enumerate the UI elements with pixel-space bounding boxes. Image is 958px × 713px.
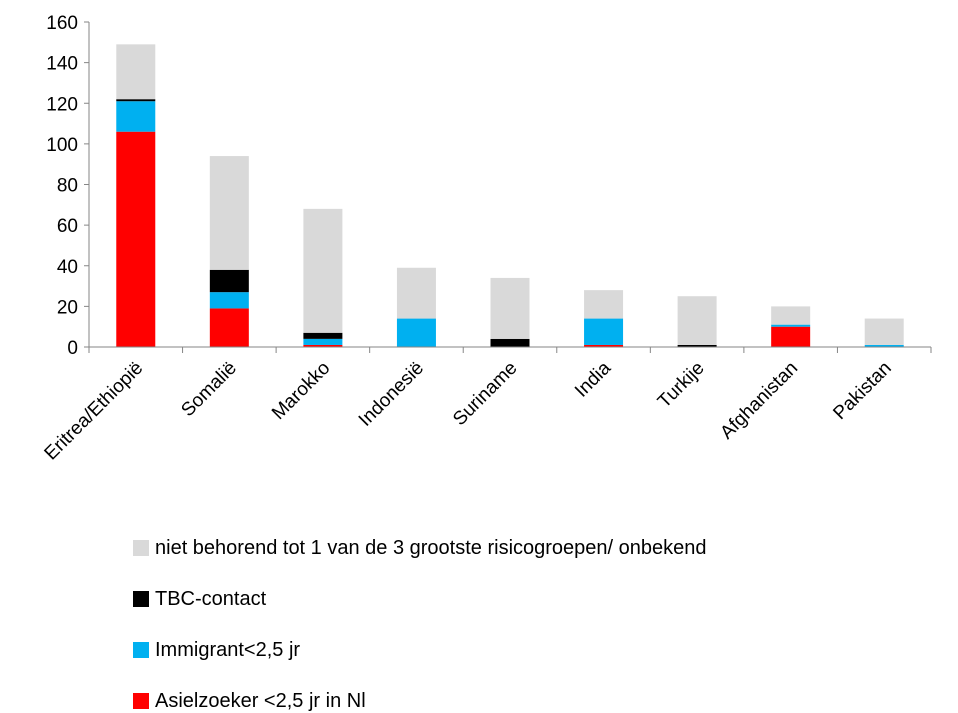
bar-segment-2-cat-2 bbox=[209, 292, 249, 309]
bar-segment-1-cat-1 bbox=[116, 131, 156, 347]
x-category-label: Marokko bbox=[268, 358, 334, 424]
bar-segment-2-cat-3 bbox=[303, 338, 343, 345]
x-category-label: Pakistan bbox=[829, 358, 895, 424]
legend-label-immigrant: Immigrant<2,5 jr bbox=[155, 638, 301, 661]
legend-swatch-immigrant bbox=[133, 642, 149, 658]
y-tick-label: 140 bbox=[46, 54, 78, 75]
x-category-label: Indonesië bbox=[355, 358, 428, 431]
legend-item-asielzoeker: Asielzoeker <2,5 jr in Nl bbox=[133, 689, 366, 713]
x-category-label: India bbox=[571, 357, 615, 401]
legend-swatch-tbc-contact bbox=[133, 591, 149, 607]
bar-segment-4-cat-3 bbox=[303, 208, 343, 333]
x-category-label: Afghanistan bbox=[716, 358, 802, 444]
bar-segment-4-cat-4 bbox=[396, 267, 436, 319]
x-category-label: Somalië bbox=[177, 358, 240, 421]
y-tick-label: 100 bbox=[46, 135, 78, 156]
bar-segment-1-cat-2 bbox=[209, 308, 249, 347]
y-tick-label: 120 bbox=[46, 94, 78, 115]
y-tick-label: 0 bbox=[67, 338, 78, 359]
bar-segment-2-cat-4 bbox=[396, 318, 436, 347]
bar-segment-2-cat-6 bbox=[584, 318, 624, 345]
x-category-label: Turkije bbox=[654, 358, 709, 413]
bar-segment-2-cat-8 bbox=[771, 324, 811, 327]
x-category-label: Suriname bbox=[449, 358, 521, 430]
bar-segment-3-cat-2 bbox=[209, 269, 249, 293]
legend-item-tbc-contact: TBC-contact bbox=[133, 587, 266, 611]
x-category-label: Eritrea/Ethiopië bbox=[41, 358, 148, 465]
bar-segment-1-cat-3 bbox=[303, 344, 343, 347]
bar-segment-4-cat-8 bbox=[771, 306, 811, 325]
bar-segment-2-cat-1 bbox=[116, 101, 156, 132]
bar-segment-4-cat-9 bbox=[864, 318, 904, 345]
bar-segment-3-cat-3 bbox=[303, 332, 343, 339]
bar-segment-4-cat-1 bbox=[116, 44, 156, 100]
bar-segment-3-cat-1 bbox=[116, 99, 156, 102]
bar-segment-4-cat-5 bbox=[490, 277, 530, 339]
bar-segment-3-cat-7 bbox=[677, 344, 717, 347]
legend-item-immigrant: Immigrant<2,5 jr bbox=[133, 638, 300, 662]
legend-swatch-asielzoeker bbox=[133, 693, 149, 709]
bar-segment-4-cat-7 bbox=[677, 296, 717, 345]
y-tick-label: 20 bbox=[57, 297, 78, 318]
y-tick-label: 60 bbox=[57, 216, 78, 237]
bar-segment-1-cat-8 bbox=[771, 326, 811, 347]
legend-label-onbekend: niet behorend tot 1 van de 3 grootste ri… bbox=[155, 536, 707, 559]
bar-segment-4-cat-6 bbox=[584, 290, 624, 319]
bar-segment-2-cat-9 bbox=[864, 344, 904, 347]
bar-segment-1-cat-6 bbox=[584, 344, 624, 347]
bar-segment-4-cat-2 bbox=[209, 156, 249, 270]
y-tick-label: 40 bbox=[57, 257, 78, 278]
legend-swatch-onbekend bbox=[133, 540, 149, 556]
legend-label-tbc-contact: TBC-contact bbox=[155, 587, 267, 610]
y-tick-label: 80 bbox=[57, 176, 78, 197]
legend-item-onbekend: niet behorend tot 1 van de 3 grootste ri… bbox=[133, 536, 707, 560]
bar-segment-3-cat-5 bbox=[490, 338, 530, 347]
legend-label-asielzoeker: Asielzoeker <2,5 jr in Nl bbox=[155, 689, 366, 712]
y-tick-label: 160 bbox=[46, 13, 78, 34]
stacked-bar-chart: 0 20 40 60 80 100 120 140 160 Eritrea/Ethiopië Som… bbox=[41, 13, 932, 465]
